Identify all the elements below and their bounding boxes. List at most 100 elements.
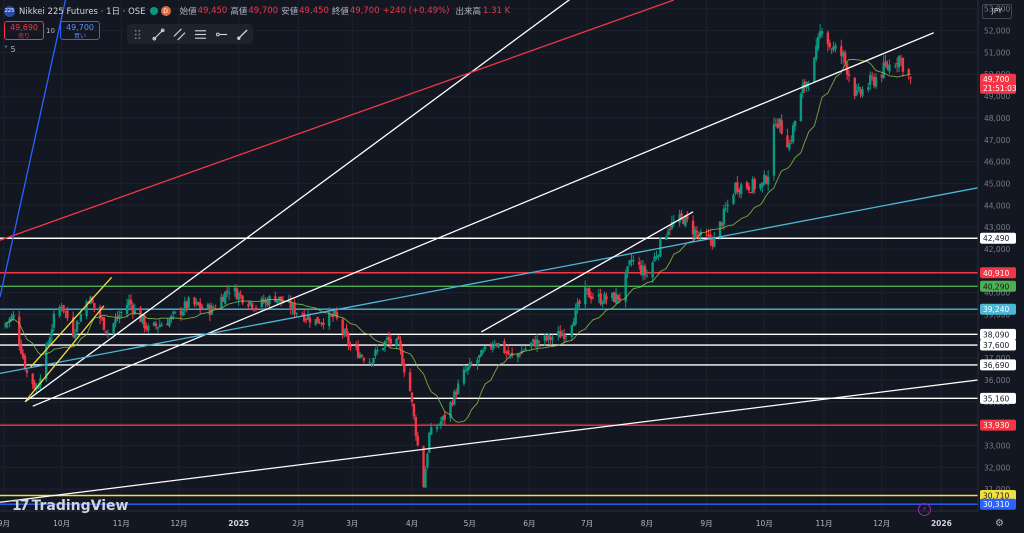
gear-icon[interactable]: ⚙ bbox=[995, 518, 1004, 529]
candle-body bbox=[476, 359, 479, 365]
candle-body bbox=[637, 261, 641, 265]
brush-tool-icon[interactable] bbox=[236, 27, 250, 41]
symbol-header[interactable]: 225 Nikkei 225 Futures · 1日 · OSE D 始値 49… bbox=[4, 3, 510, 19]
candle-body bbox=[25, 369, 29, 373]
candle-body bbox=[145, 326, 148, 330]
candle-body bbox=[435, 426, 439, 429]
order-quantity[interactable]: 10 bbox=[46, 27, 55, 35]
candle-body bbox=[761, 182, 764, 187]
candle-body bbox=[668, 229, 672, 231]
currency-selector[interactable]: JPY bbox=[982, 4, 1012, 19]
candle-body bbox=[749, 192, 753, 194]
candle-body bbox=[98, 306, 102, 319]
candle-body bbox=[570, 325, 573, 337]
candle-body bbox=[842, 51, 845, 57]
candle-body bbox=[422, 446, 425, 487]
candle-body bbox=[670, 222, 674, 229]
candle-body bbox=[524, 348, 527, 351]
candle-body bbox=[8, 318, 11, 323]
candle-body bbox=[131, 304, 135, 313]
high-value: 49,700 bbox=[248, 6, 279, 16]
candle-body bbox=[77, 322, 81, 324]
candle-body bbox=[166, 323, 169, 326]
level-price-tag bbox=[980, 303, 1016, 315]
countdown-label: 21:51:03 bbox=[983, 84, 1017, 93]
candle-body bbox=[601, 303, 604, 305]
parallel-channel-tool-icon[interactable] bbox=[173, 27, 187, 41]
level-price-tag bbox=[980, 498, 1016, 510]
symbol-logo-icon: 225 bbox=[4, 5, 15, 17]
candle-body bbox=[173, 311, 177, 313]
candle-body bbox=[347, 334, 350, 346]
level-price-tag bbox=[980, 339, 1016, 351]
candle-body bbox=[740, 184, 743, 195]
candle-body bbox=[830, 49, 833, 51]
candle-body bbox=[31, 373, 34, 385]
time-tick-label: 2026 bbox=[931, 519, 952, 528]
candle-body bbox=[686, 214, 689, 220]
candle-body bbox=[734, 182, 737, 194]
candle-body bbox=[116, 316, 119, 319]
candle-body bbox=[358, 354, 362, 359]
candle-body bbox=[158, 324, 161, 328]
candle-body bbox=[630, 259, 633, 262]
candle-body bbox=[549, 336, 552, 341]
candle-body bbox=[880, 74, 883, 78]
level-price-label: 42,490 bbox=[983, 234, 1009, 243]
candle-body bbox=[399, 340, 402, 350]
candle-body bbox=[532, 338, 535, 343]
candle-body bbox=[58, 306, 61, 316]
candle-body bbox=[262, 299, 265, 303]
delayed-data-badge: D bbox=[160, 6, 171, 16]
level-price-tag bbox=[980, 419, 1016, 431]
flash-icon[interactable]: ⚡ bbox=[918, 503, 931, 516]
candle-body bbox=[603, 293, 606, 304]
fib-retracement-tool-icon[interactable] bbox=[194, 27, 208, 41]
drag-handle-icon[interactable] bbox=[131, 27, 145, 41]
candle-body bbox=[79, 314, 83, 322]
price-tick-label: 53,000 bbox=[984, 5, 1010, 14]
price-tick-label: 44,000 bbox=[984, 201, 1010, 210]
trend-line-tool-icon[interactable] bbox=[152, 27, 166, 41]
candle-body bbox=[584, 286, 587, 305]
candle-body bbox=[645, 275, 649, 277]
horizontal-ray-tool-icon[interactable] bbox=[215, 27, 229, 41]
buy-label: 買い bbox=[73, 33, 86, 40]
candle-body bbox=[354, 345, 358, 348]
candle-body bbox=[655, 256, 658, 259]
candle-body bbox=[574, 307, 577, 325]
candle-body bbox=[410, 392, 414, 402]
candle-body bbox=[235, 288, 238, 300]
candle-body bbox=[693, 229, 697, 237]
candle-body bbox=[345, 328, 348, 336]
symbol-title[interactable]: Nikkei 225 Futures · 1日 · OSE bbox=[19, 7, 146, 17]
sell-button[interactable]: 49,690 売り bbox=[4, 21, 44, 40]
candle-body bbox=[328, 312, 331, 326]
level-price-tag bbox=[980, 267, 1016, 279]
last-price-tag bbox=[980, 73, 1016, 94]
candle-body bbox=[847, 74, 851, 76]
candle-body bbox=[614, 293, 618, 304]
candle-body bbox=[322, 322, 325, 326]
candle-body bbox=[362, 358, 366, 361]
buy-button[interactable]: 49,700 買い bbox=[60, 21, 100, 40]
candle-body bbox=[152, 322, 156, 326]
candle-body bbox=[868, 75, 872, 85]
candle-body bbox=[168, 319, 171, 327]
close-value: 49,700 bbox=[349, 6, 380, 16]
time-tick-label: 9月 bbox=[700, 519, 712, 528]
price-tick-label: 45,000 bbox=[984, 179, 1010, 188]
candle-body bbox=[291, 304, 294, 311]
candle-body bbox=[628, 260, 631, 265]
moving-average-line bbox=[5, 58, 911, 423]
candle-body bbox=[304, 319, 308, 321]
change-value: +240 (+0.49%) bbox=[382, 6, 450, 16]
candle-body bbox=[508, 353, 512, 355]
candle-body bbox=[882, 63, 885, 78]
candle-body bbox=[187, 297, 190, 308]
candle-body bbox=[578, 300, 581, 304]
candle-body bbox=[376, 350, 379, 352]
buy-price: 49,700 bbox=[66, 23, 94, 32]
indicators-toggle[interactable]: ˅ 5 bbox=[4, 45, 16, 54]
